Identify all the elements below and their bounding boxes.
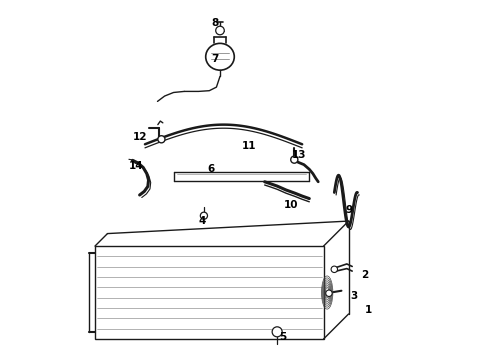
Ellipse shape xyxy=(206,43,234,70)
Polygon shape xyxy=(95,246,323,339)
Circle shape xyxy=(326,290,332,296)
Text: 12: 12 xyxy=(132,132,147,142)
Circle shape xyxy=(291,156,298,163)
Text: 8: 8 xyxy=(211,18,218,28)
Text: 10: 10 xyxy=(284,200,299,210)
Text: 6: 6 xyxy=(207,164,215,174)
Text: 13: 13 xyxy=(292,150,306,160)
Text: 9: 9 xyxy=(345,205,352,215)
Text: 14: 14 xyxy=(129,161,144,171)
Text: 1: 1 xyxy=(365,305,372,315)
Text: 3: 3 xyxy=(350,291,358,301)
Text: 5: 5 xyxy=(279,332,286,342)
Text: 2: 2 xyxy=(361,270,368,280)
Circle shape xyxy=(216,26,224,35)
Text: 4: 4 xyxy=(198,216,206,226)
Circle shape xyxy=(331,266,338,273)
Circle shape xyxy=(272,327,282,337)
Circle shape xyxy=(158,136,165,143)
Text: 7: 7 xyxy=(211,54,219,64)
Circle shape xyxy=(200,212,207,219)
Text: 11: 11 xyxy=(241,141,256,151)
